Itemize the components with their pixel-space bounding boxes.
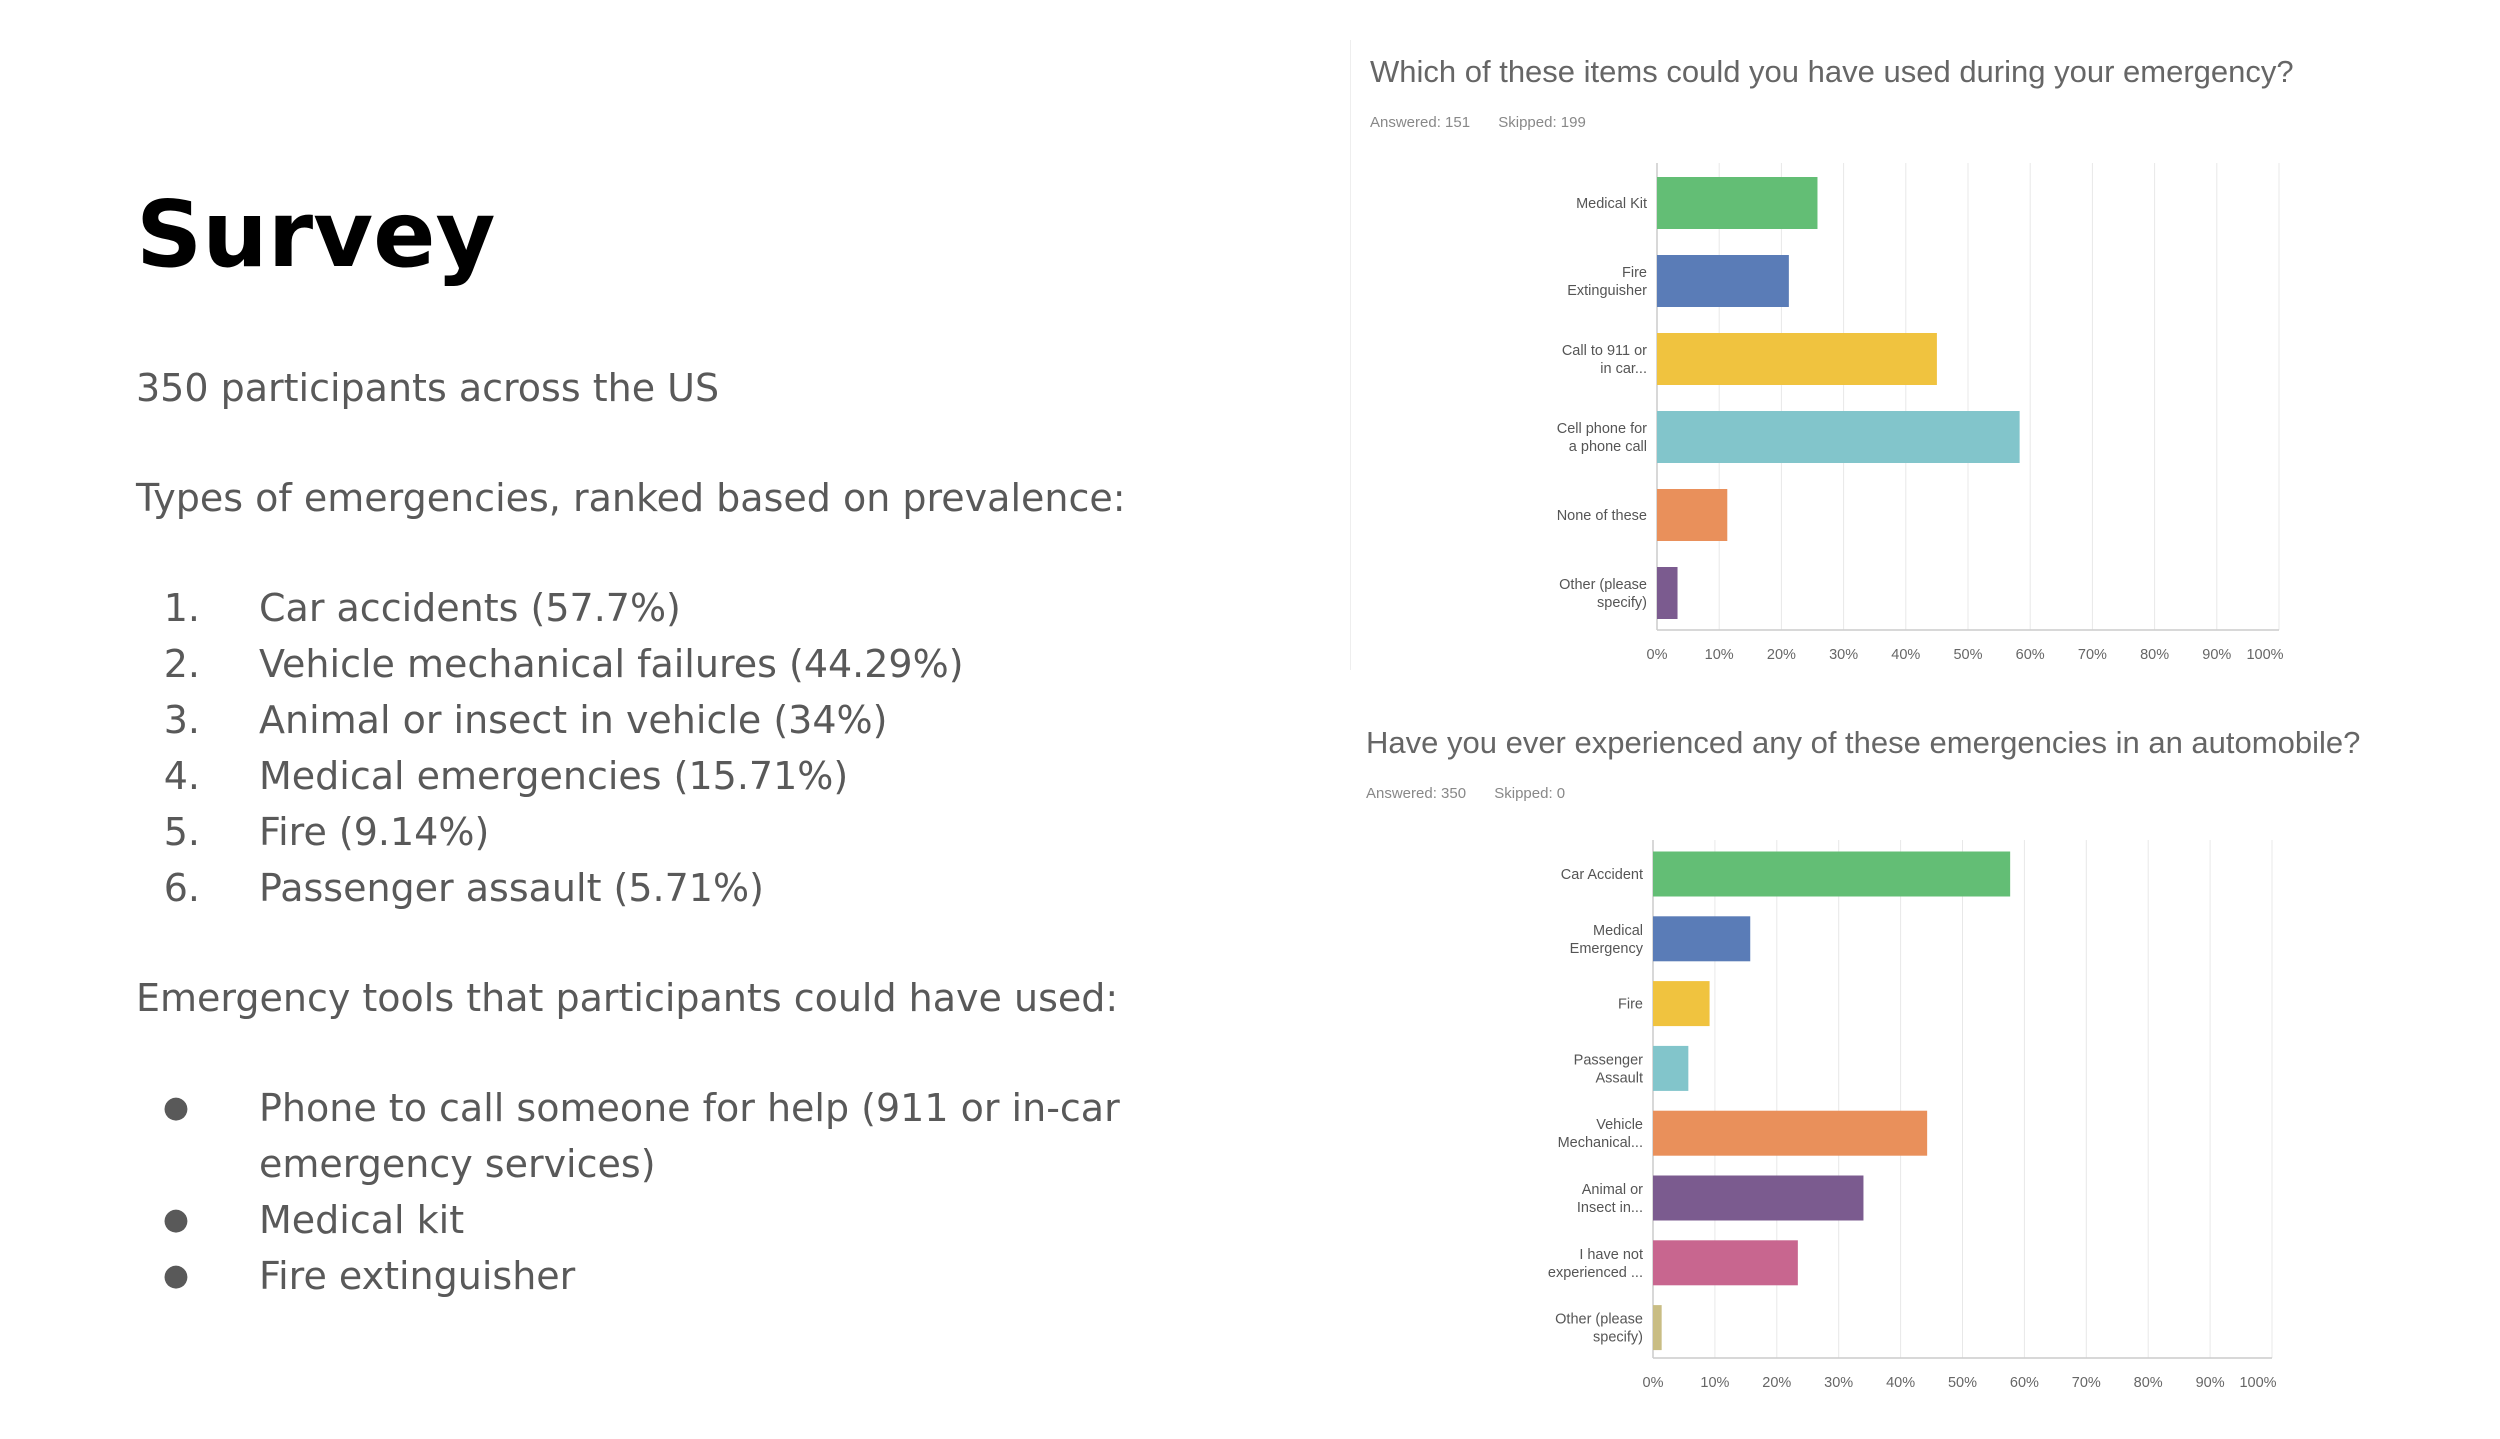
- chart-question: Which of these items could you have used…: [1370, 54, 2294, 89]
- chart-panel-items-used: Which of these items could you have used…: [1350, 40, 2500, 680]
- list-item-text: Vehicle mechanical failures (44.29%): [259, 642, 964, 686]
- list-item-text: Animal or insect in vehicle (34%): [259, 698, 888, 742]
- list-item: ● Phone to call someone for help (911 or …: [136, 1080, 1136, 1192]
- list-number: 1.: [163, 586, 200, 630]
- survey-summary: 350 participants across the US Types of …: [136, 360, 1136, 1304]
- skipped-count: Skipped: 199: [1498, 114, 1586, 131]
- list-number: 3.: [163, 698, 200, 742]
- chart-panel-emergencies: Have you ever experienced any of these e…: [1350, 700, 2500, 1420]
- bullet-icon: ●: [162, 1090, 190, 1125]
- list-item: 3. Animal or insect in vehicle (34%): [136, 692, 1136, 748]
- bullet-icon: ●: [162, 1258, 190, 1293]
- list-number: 6.: [163, 866, 200, 910]
- list-item-text: Fire extinguisher: [259, 1254, 576, 1298]
- bullet-icon: ●: [162, 1202, 190, 1237]
- participants-text: 350 participants across the US: [136, 366, 720, 410]
- list-number: 2.: [163, 642, 200, 686]
- list-item-text: Phone to call someone for help (911 or i…: [259, 1086, 1120, 1186]
- list-item: 6. Passenger assault (5.71%): [136, 860, 1136, 916]
- answered-count: Answered: 151: [1370, 114, 1471, 131]
- tools-heading: Emergency tools that participants could …: [136, 976, 1119, 1020]
- list-item: 2. Vehicle mechanical failures (44.29%): [136, 636, 1136, 692]
- chart-response-counts: Answered: 151 Skipped: 199: [1370, 114, 1610, 131]
- skipped-count: Skipped: 0: [1494, 785, 1566, 802]
- list-item-text: Car accidents (57.7%): [259, 586, 681, 630]
- list-item: 5. Fire (9.14%): [136, 804, 1136, 860]
- list-number: 5.: [163, 810, 200, 854]
- slide-title: Survey: [136, 181, 496, 288]
- list-item: ● Fire extinguisher: [136, 1248, 1136, 1304]
- emergencies-list: 1. Car accidents (57.7%) 2. Vehicle mechan…: [136, 580, 1136, 916]
- list-item-text: Fire (9.14%): [259, 810, 490, 854]
- list-item-text: Medical emergencies (15.71%): [259, 754, 849, 798]
- answered-count: Answered: 350: [1366, 785, 1467, 802]
- chart-response-counts: Answered: 350 Skipped: 0: [1366, 785, 1589, 802]
- list-item: 4. Medical emergencies (15.71%): [136, 748, 1136, 804]
- list-item: 1. Car accidents (57.7%): [136, 580, 1136, 636]
- list-number: 4.: [163, 754, 200, 798]
- emergencies-heading: Types of emergencies, ranked based on pr…: [136, 476, 1126, 520]
- tools-list: ● Phone to call someone for help (911 or …: [136, 1080, 1136, 1304]
- chart-question: Have you ever experienced any of these e…: [1366, 725, 2361, 760]
- list-item: ● Medical kit: [136, 1192, 1136, 1248]
- list-item-text: Passenger assault (5.71%): [259, 866, 764, 910]
- list-item-text: Medical kit: [259, 1198, 465, 1242]
